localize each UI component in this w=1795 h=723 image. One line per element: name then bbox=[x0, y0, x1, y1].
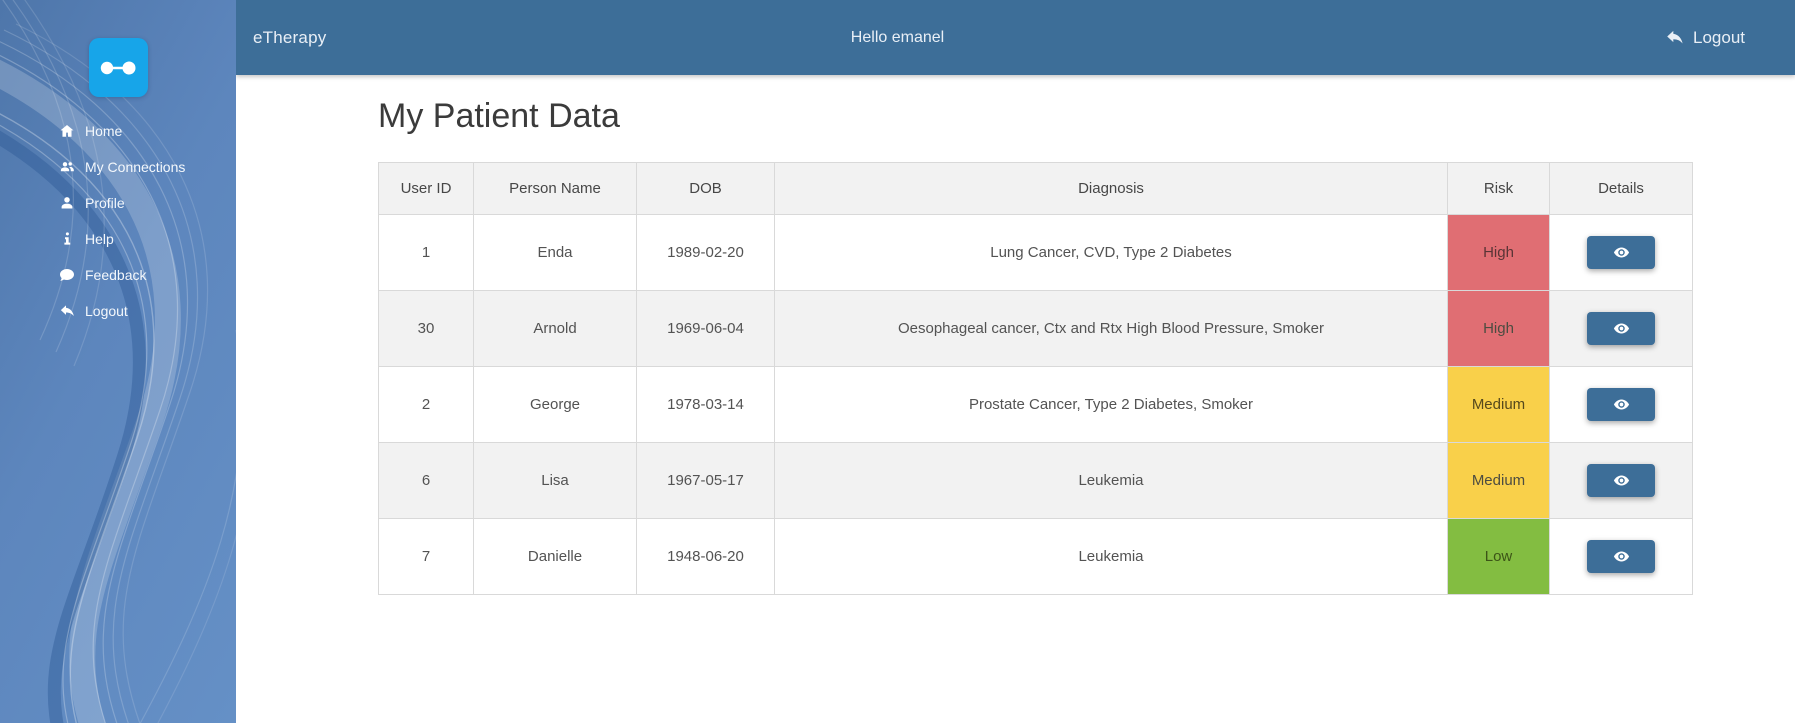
sidebar-item-label: Logout bbox=[85, 303, 128, 319]
sidebar-item-home[interactable]: Home bbox=[0, 113, 236, 149]
cell-user-id: 30 bbox=[378, 290, 474, 367]
cell-user-id: 1 bbox=[378, 214, 474, 291]
cell-diagnosis: Lung Cancer, CVD, Type 2 Diabetes bbox=[774, 214, 1448, 291]
cell-name: Danielle bbox=[473, 518, 637, 595]
cell-name: Arnold bbox=[473, 290, 637, 367]
sidebar-item-my-connections[interactable]: My Connections bbox=[0, 149, 236, 185]
table-row: 6 Lisa 1967-05-17 Leukemia Medium bbox=[378, 442, 1693, 519]
col-header-diagnosis: Diagnosis bbox=[774, 162, 1448, 215]
details-button[interactable] bbox=[1587, 464, 1655, 497]
page-title: My Patient Data bbox=[378, 97, 620, 135]
sidebar-item-label: My Connections bbox=[85, 159, 186, 175]
cell-dob: 1978-03-14 bbox=[636, 366, 775, 443]
comment-icon bbox=[58, 267, 75, 284]
details-button[interactable] bbox=[1587, 388, 1655, 421]
details-button[interactable] bbox=[1587, 312, 1655, 345]
risk-badge-cell: Medium bbox=[1447, 442, 1550, 519]
col-header-details: Details bbox=[1549, 162, 1693, 215]
cell-name: George bbox=[473, 366, 637, 443]
greeting-text: Hello emanel bbox=[850, 28, 945, 46]
sidebar-item-label: Feedback bbox=[85, 267, 147, 283]
table-header-row: User ID Person Name DOB Diagnosis Risk D… bbox=[378, 162, 1693, 215]
eye-icon bbox=[1613, 323, 1629, 334]
app-logo[interactable] bbox=[88, 38, 148, 97]
table-row: 30 Arnold 1969-06-04 Oesophageal cancer,… bbox=[378, 290, 1693, 367]
details-button[interactable] bbox=[1587, 236, 1655, 269]
cell-user-id: 6 bbox=[378, 442, 474, 519]
col-header-risk: Risk bbox=[1447, 162, 1550, 215]
col-header-person-name: Person Name bbox=[473, 162, 637, 215]
cell-dob: 1969-06-04 bbox=[636, 290, 775, 367]
sidebar-item-logout[interactable]: Logout bbox=[0, 293, 236, 329]
content-area: My Patient Data User ID Person Name DOB … bbox=[236, 75, 1795, 723]
risk-badge-cell: Low bbox=[1447, 518, 1550, 595]
main-column: eTherapy Hello emanel Logout My Patient … bbox=[236, 0, 1795, 723]
sidebar-item-label: Home bbox=[85, 123, 123, 139]
sidebar-item-help[interactable]: Help bbox=[0, 221, 236, 257]
risk-badge-cell: Medium bbox=[1447, 366, 1550, 443]
cell-details bbox=[1549, 366, 1693, 443]
col-header-user-id: User ID bbox=[378, 162, 474, 215]
cell-dob: 1967-05-17 bbox=[636, 442, 775, 519]
cell-diagnosis: Leukemia bbox=[774, 442, 1448, 519]
sidebar-item-profile[interactable]: Profile bbox=[0, 185, 236, 221]
cell-details bbox=[1549, 214, 1693, 291]
eye-icon bbox=[1613, 399, 1629, 410]
table-row: 7 Danielle 1948-06-20 Leukemia Low bbox=[378, 518, 1693, 595]
cell-dob: 1989-02-20 bbox=[636, 214, 775, 291]
cell-details bbox=[1549, 290, 1693, 367]
user-icon bbox=[58, 195, 75, 212]
home-icon bbox=[58, 123, 75, 140]
table-row: 2 George 1978-03-14 Prostate Cancer, Typ… bbox=[378, 366, 1693, 443]
sidebar-menu: Home My Connections bbox=[0, 113, 236, 329]
reply-icon bbox=[1667, 30, 1683, 44]
users-icon bbox=[58, 159, 75, 176]
details-button[interactable] bbox=[1587, 540, 1655, 573]
cell-dob: 1948-06-20 bbox=[636, 518, 775, 595]
patient-table: User ID Person Name DOB Diagnosis Risk D… bbox=[378, 162, 1693, 595]
cell-details bbox=[1549, 518, 1693, 595]
cell-diagnosis: Oesophageal cancer, Ctx and Rtx High Blo… bbox=[774, 290, 1448, 367]
cell-name: Enda bbox=[473, 214, 637, 291]
sidebar-item-label: Profile bbox=[85, 195, 125, 211]
topbar: eTherapy Hello emanel Logout bbox=[236, 0, 1795, 75]
sidebar-wave-decoration bbox=[0, 0, 236, 723]
risk-badge-cell: High bbox=[1447, 290, 1550, 367]
link-nodes-icon bbox=[100, 61, 136, 74]
col-header-dob: DOB bbox=[636, 162, 775, 215]
cell-name: Lisa bbox=[473, 442, 637, 519]
sidebar-item-label: Help bbox=[85, 231, 114, 247]
risk-badge-cell: High bbox=[1447, 214, 1550, 291]
sidebar-item-feedback[interactable]: Feedback bbox=[0, 257, 236, 293]
topbar-logout-label: Logout bbox=[1693, 27, 1745, 47]
cell-diagnosis: Leukemia bbox=[774, 518, 1448, 595]
reply-icon bbox=[58, 303, 75, 320]
sidebar: Home My Connections bbox=[0, 0, 236, 723]
table-row: 1 Enda 1989-02-20 Lung Cancer, CVD, Type… bbox=[378, 214, 1693, 291]
eye-icon bbox=[1613, 475, 1629, 486]
topbar-logout-button[interactable]: Logout bbox=[1665, 28, 1745, 48]
cell-user-id: 2 bbox=[378, 366, 474, 443]
cell-details bbox=[1549, 442, 1693, 519]
brand-title[interactable]: eTherapy bbox=[253, 27, 327, 47]
cell-diagnosis: Prostate Cancer, Type 2 Diabetes, Smoker bbox=[774, 366, 1448, 443]
cell-user-id: 7 bbox=[378, 518, 474, 595]
eye-icon bbox=[1613, 247, 1629, 258]
info-icon bbox=[58, 231, 75, 248]
eye-icon bbox=[1613, 551, 1629, 562]
